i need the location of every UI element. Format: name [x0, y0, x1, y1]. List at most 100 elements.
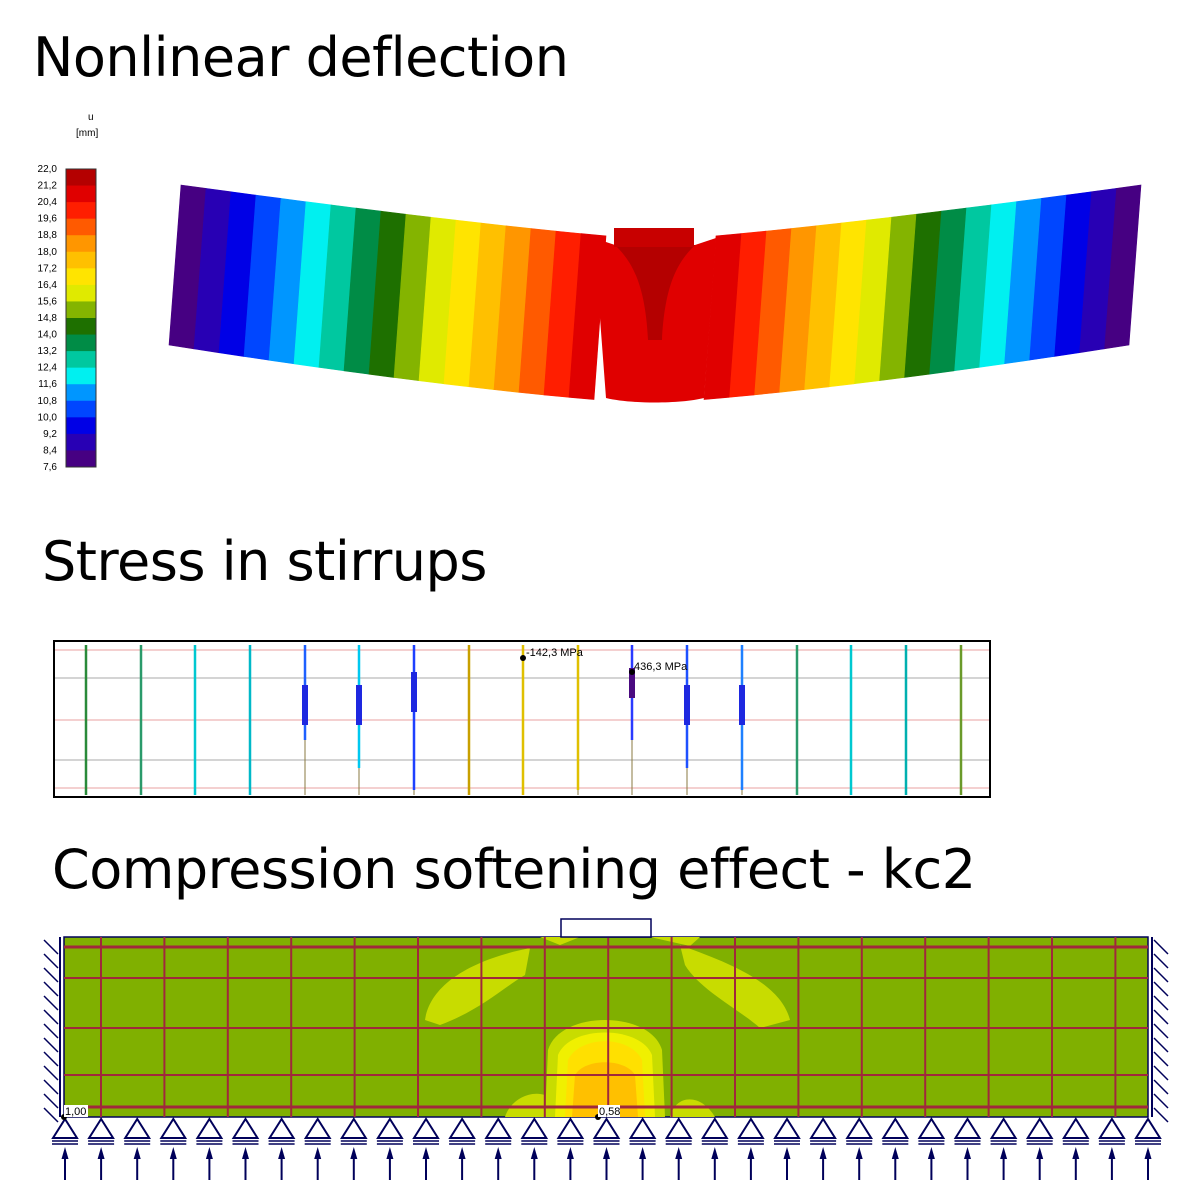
support-triangle-icon — [303, 1117, 332, 1139]
load-plate — [614, 228, 694, 247]
legend-frame — [65, 168, 97, 468]
wall-hatch — [1153, 967, 1169, 983]
deflected-beam — [168, 184, 1142, 403]
support-triangle-icon — [123, 1117, 152, 1139]
reaction-arrowhead — [494, 1147, 502, 1159]
support-triangle-icon — [556, 1117, 585, 1139]
wall-hatch — [43, 1037, 59, 1053]
legend-band — [66, 367, 96, 385]
support-triangle-icon — [376, 1117, 404, 1139]
legend-tick: 8,4 — [43, 445, 57, 456]
reaction-arrowhead — [566, 1147, 574, 1159]
wall-hatch — [43, 1009, 59, 1025]
legend-band — [66, 185, 96, 203]
support-triangle-icon — [628, 1117, 657, 1139]
reaction-arrowhead — [1072, 1147, 1080, 1159]
legend-tick: 14,8 — [38, 313, 58, 324]
reaction-arrowhead — [458, 1147, 466, 1159]
support-triangle-icon — [881, 1117, 910, 1139]
wall-hatch — [1153, 1009, 1169, 1025]
wall-hatch — [43, 939, 59, 955]
support-triangle-icon — [195, 1117, 224, 1139]
reaction-arrowhead — [314, 1147, 322, 1159]
wall-hatch — [1153, 1037, 1169, 1053]
min-value-label: 0,58 — [599, 1106, 620, 1118]
legend-band — [66, 301, 96, 319]
support-triangle-icon — [953, 1117, 982, 1139]
reaction-arrowhead — [350, 1147, 358, 1159]
reaction-arrowhead — [133, 1147, 141, 1159]
reaction-arrowhead — [675, 1147, 683, 1159]
stirrup-highlight — [411, 672, 417, 712]
legend-band — [66, 351, 96, 369]
legend-tick: 17,2 — [38, 263, 58, 274]
reaction-arrowhead — [530, 1147, 538, 1159]
support-triangle-icon — [664, 1117, 693, 1139]
stirrup-highlight — [629, 668, 635, 698]
support-triangle-icon — [159, 1117, 188, 1139]
wall-hatch — [43, 1107, 59, 1123]
stirrup-highlight — [739, 685, 745, 725]
color-legend: u [mm] 22,0 21,2 20,4 19,6 18,8 18,0 17,2 16,4 1… — [38, 112, 99, 473]
wall-hatch — [1153, 939, 1169, 955]
support-triangle-icon — [1061, 1117, 1090, 1139]
legend-band — [66, 268, 96, 286]
legend-tick: 14,0 — [38, 330, 58, 341]
support-triangle-icon — [989, 1117, 1018, 1139]
legend-tick: 10,8 — [38, 396, 58, 407]
legend-tick: 20,4 — [38, 197, 58, 208]
legend-band — [66, 417, 96, 435]
reaction-arrowhead — [711, 1147, 719, 1159]
support-triangle-icon — [87, 1117, 115, 1139]
legend-band — [66, 284, 96, 302]
softening-panel: 1,00 0,58 — [43, 918, 1169, 1180]
wall-hatch — [43, 1023, 59, 1039]
legend-tick: 13,2 — [38, 346, 58, 357]
center-core — [615, 245, 695, 340]
wall-hatch — [43, 1065, 59, 1081]
wall-hatch — [43, 981, 59, 997]
support-triangle-icon — [592, 1117, 621, 1139]
legend-band — [66, 235, 96, 253]
reaction-arrowhead — [927, 1147, 935, 1159]
legend-tick: 22,0 — [38, 164, 58, 175]
reaction-arrowhead — [1108, 1147, 1116, 1159]
support-triangle-icon — [231, 1117, 260, 1139]
support-triangle-icon — [1098, 1117, 1126, 1139]
legend-band — [66, 251, 96, 269]
left-value-label: 1,00 — [65, 1106, 86, 1118]
reaction-arrowhead — [747, 1147, 755, 1159]
legend-band — [66, 334, 96, 352]
reaction-arrowhead — [205, 1147, 213, 1159]
legend-band — [66, 450, 96, 468]
wall-hatch — [1153, 981, 1169, 997]
reaction-arrowhead — [855, 1147, 863, 1159]
support-triangle-icon — [1134, 1117, 1162, 1139]
support-triangle-icon — [845, 1117, 874, 1139]
reaction-arrowhead — [422, 1147, 430, 1159]
stirrup-highlight — [302, 685, 308, 725]
min-marker — [520, 655, 526, 661]
legend-tick: 19,6 — [38, 214, 58, 225]
legend-band — [66, 318, 96, 336]
reaction-arrowhead — [278, 1147, 286, 1159]
stirrups-title: Stress in stirrups — [42, 530, 487, 593]
legend-tick: 18,0 — [38, 247, 58, 258]
reaction-arrowhead — [891, 1147, 899, 1159]
reaction-arrowhead — [783, 1147, 791, 1159]
wall-hatch — [1153, 1079, 1169, 1095]
min-stress-label: -142,3 MPa — [526, 647, 584, 659]
deflection-band — [703, 233, 742, 400]
load-plate — [560, 918, 652, 938]
support-triangle-icon — [700, 1117, 729, 1139]
legend-band — [66, 384, 96, 402]
legend-band — [66, 400, 96, 418]
wall-hatch — [1153, 953, 1169, 969]
reaction-arrowhead — [1036, 1147, 1044, 1159]
stirrup-highlight — [684, 685, 690, 725]
wall-hatch — [43, 1051, 59, 1067]
legend-tick: 9,2 — [43, 429, 57, 440]
reaction-arrowhead — [242, 1147, 249, 1159]
legend-unit: [mm] — [76, 128, 98, 139]
